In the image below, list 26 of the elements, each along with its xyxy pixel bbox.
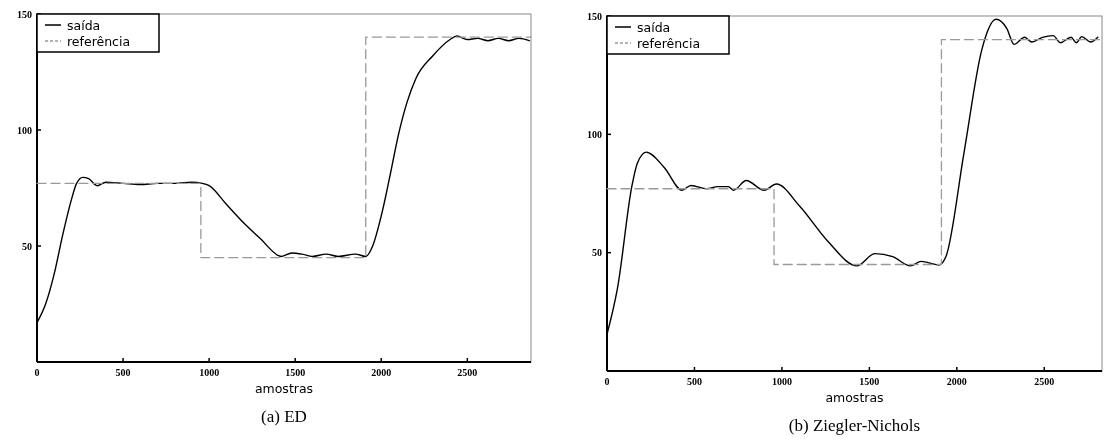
x-tick-label: 1000 [199, 367, 220, 378]
legend-label: referência [637, 35, 701, 51]
text: (a) ED [261, 407, 307, 426]
y-tick-label: 50 [22, 240, 32, 252]
y-tick-label: 150 [587, 10, 602, 22]
x-tick-label: 2500 [1034, 376, 1055, 387]
legend-label: saída [637, 19, 671, 35]
x-tick-label: 1500 [859, 376, 880, 387]
x-axis-title: amostras [254, 381, 314, 396]
x-tick-label: 1000 [771, 376, 792, 387]
x-tick-label: 0 [604, 376, 610, 387]
x-tick-label: 2500 [457, 367, 478, 378]
y-tick-label: 150 [17, 8, 32, 20]
x-axis-title: amostras [825, 390, 884, 405]
y-tick-label: 100 [17, 124, 32, 136]
legend-label: referência [67, 33, 131, 49]
y-tick-label: 100 [587, 128, 602, 140]
x-tick-label: 500 [115, 367, 131, 378]
x-tick-label: 0 [34, 367, 40, 378]
y-tick-label: 50 [592, 247, 602, 259]
x-tick-label: 1500 [285, 367, 306, 378]
legend-label: saída [67, 17, 101, 33]
x-tick-label: 2000 [946, 376, 967, 387]
text: (b) Ziegler-Nichols [788, 416, 921, 435]
x-tick-label: 2000 [371, 367, 392, 378]
x-tick-label: 500 [686, 376, 702, 387]
